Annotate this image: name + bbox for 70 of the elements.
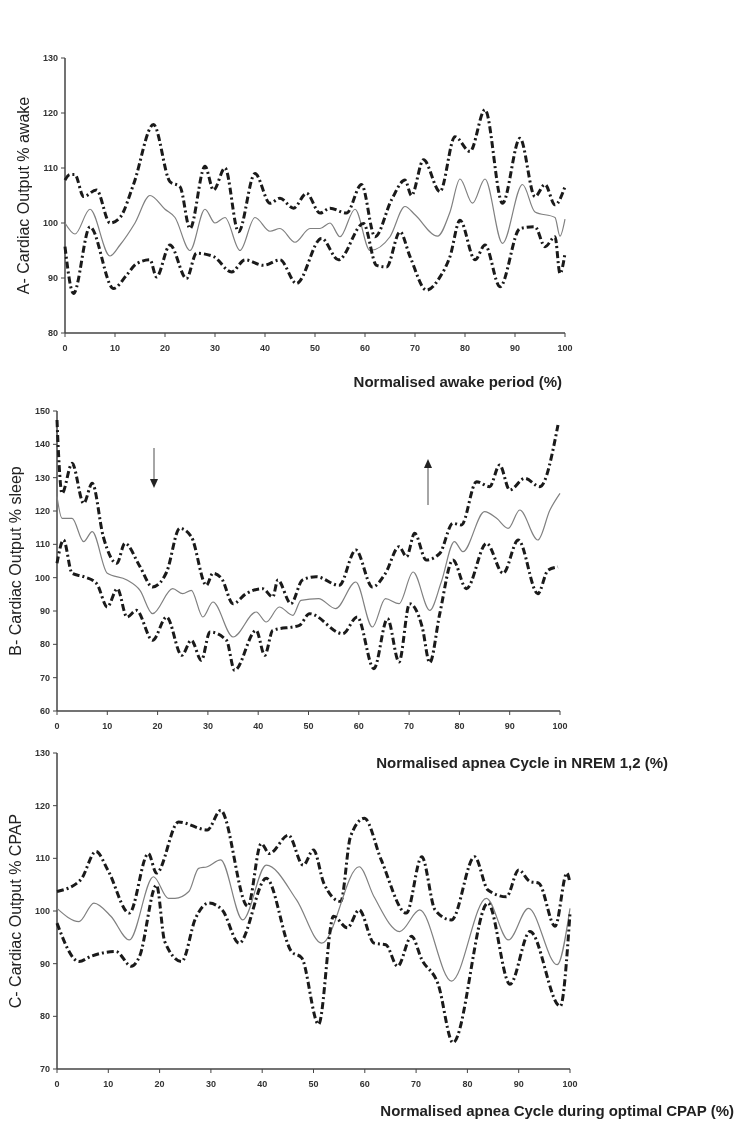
y-tick-label: 80: [39, 1011, 50, 1022]
x-axis-title: Normalised apnea Cycle in NREM 1,2 (%): [376, 754, 668, 771]
line-series: [56, 859, 571, 982]
y-tick-label: 110: [35, 853, 50, 864]
y-tick-label: 120: [42, 108, 58, 118]
line-series: [63, 218, 567, 295]
x-tick-label: 80: [462, 1079, 473, 1089]
y-tick-label: 140: [34, 439, 50, 450]
x-tick-label: 90: [509, 343, 521, 353]
y-tick-label: 80: [47, 328, 58, 338]
x-tick-label: 30: [205, 1079, 216, 1089]
x-axis-title: Normalised apnea Cycle during optimal CPAP (%): [380, 1102, 734, 1119]
line-series: [56, 492, 561, 638]
x-tick-label: 40: [253, 721, 264, 731]
x-tick-label: 80: [459, 343, 471, 353]
x-tick-label: 70: [409, 343, 421, 353]
y-axis-title: A- Cardiac Output % awake: [15, 96, 32, 295]
x-tick-label: 60: [359, 343, 371, 353]
x-tick-label: 50: [303, 721, 314, 731]
x-tick-label: 50: [309, 343, 321, 353]
x-tick-label: 30: [202, 721, 213, 731]
y-tick-label: 120: [34, 800, 50, 811]
y-tick-label: 90: [39, 606, 50, 616]
x-tick-label: 10: [102, 721, 113, 731]
x-tick-label: 90: [504, 721, 515, 731]
y-axis-title: C- Cardiac Output % CPAP: [7, 813, 24, 1009]
y-tick-label: 90: [47, 273, 58, 283]
x-tick-label: 30: [209, 343, 221, 353]
y-axis-title: B- Cardiac Output % sleep: [7, 466, 24, 656]
x-tick-label: 40: [259, 343, 271, 353]
y-tick-label: 60: [39, 706, 50, 716]
y-tick-label: 100: [42, 218, 58, 228]
line-series: [64, 178, 566, 257]
x-tick-label: 50: [308, 1079, 319, 1089]
x-tick-label: 100: [562, 1079, 578, 1089]
y-tick-label: 130: [42, 53, 58, 63]
y-tick-label: 80: [39, 639, 50, 650]
x-tick-label: 0: [54, 721, 60, 731]
x-tick-label: 70: [404, 721, 415, 731]
x-tick-label: 80: [454, 721, 465, 731]
x-axis-title: Normalised awake period (%): [353, 373, 562, 390]
y-tick-label: 130: [34, 748, 50, 758]
y-tick-label: 130: [34, 472, 50, 483]
y-tick-label: 110: [43, 163, 58, 173]
x-tick-label: 20: [154, 1079, 165, 1089]
x-tick-label: 100: [557, 343, 573, 353]
line-series: [55, 808, 572, 928]
x-tick-label: 0: [54, 1079, 60, 1089]
line-series: [55, 418, 560, 606]
y-tick-label: 100: [34, 572, 50, 583]
x-tick-label: 20: [159, 343, 171, 353]
x-tick-label: 70: [411, 1079, 422, 1089]
x-tick-label: 100: [552, 721, 568, 731]
y-tick-label: 100: [34, 906, 50, 916]
x-tick-label: 60: [359, 1079, 370, 1089]
y-tick-label: 150: [34, 406, 50, 416]
y-tick-label: 90: [39, 958, 50, 969]
x-tick-label: 10: [109, 343, 121, 353]
x-tick-label: 0: [62, 343, 68, 353]
line-series: [55, 876, 572, 1045]
x-tick-label: 10: [103, 1079, 114, 1089]
y-tick-label: 70: [39, 1064, 50, 1074]
x-tick-label: 20: [152, 721, 163, 731]
y-tick-label: 70: [39, 672, 50, 683]
x-tick-label: 40: [257, 1079, 268, 1089]
x-tick-label: 90: [513, 1079, 524, 1089]
y-tick-label: 120: [34, 506, 50, 516]
line-series: [63, 108, 567, 239]
x-tick-label: 60: [353, 721, 364, 731]
y-tick-label: 110: [35, 539, 50, 550]
